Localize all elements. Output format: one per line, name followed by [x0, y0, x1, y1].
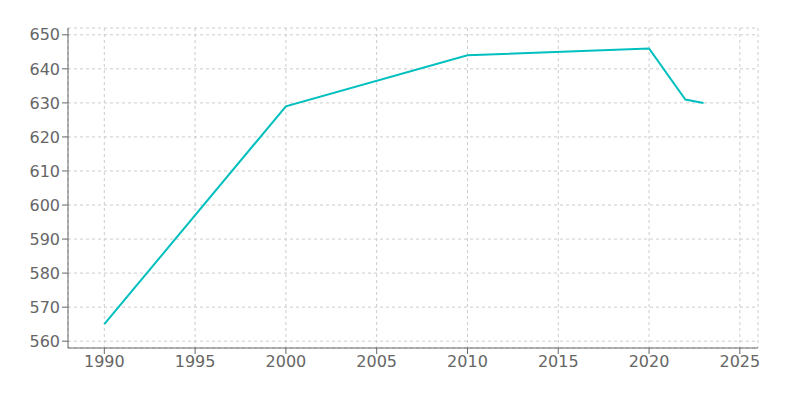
svg-text:1995: 1995 — [175, 352, 216, 371]
svg-text:2025: 2025 — [719, 352, 760, 371]
svg-text:650: 650 — [29, 25, 60, 44]
svg-text:570: 570 — [29, 298, 60, 317]
svg-text:600: 600 — [29, 196, 60, 215]
svg-text:630: 630 — [29, 94, 60, 113]
svg-text:590: 590 — [29, 230, 60, 249]
svg-text:2005: 2005 — [356, 352, 397, 371]
svg-text:640: 640 — [29, 60, 60, 79]
svg-text:2010: 2010 — [447, 352, 488, 371]
svg-text:1990: 1990 — [84, 352, 125, 371]
svg-text:560: 560 — [29, 332, 60, 351]
svg-text:2020: 2020 — [629, 352, 670, 371]
svg-text:620: 620 — [29, 128, 60, 147]
svg-text:2000: 2000 — [266, 352, 307, 371]
svg-text:2015: 2015 — [538, 352, 579, 371]
svg-text:610: 610 — [29, 162, 60, 181]
svg-text:580: 580 — [29, 264, 60, 283]
